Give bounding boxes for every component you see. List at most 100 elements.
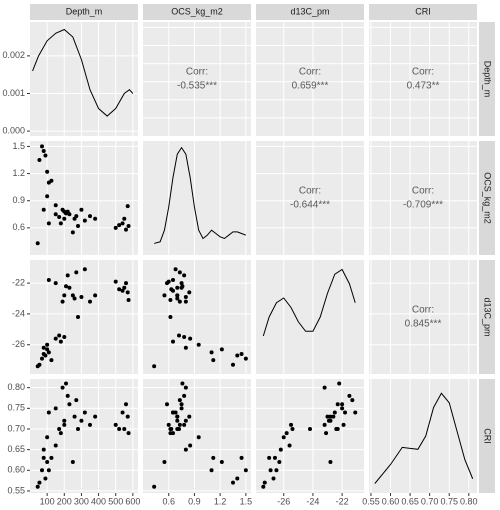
strip-label: d13C_pm [290, 6, 329, 16]
y-tick-label: 0.000 [2, 125, 25, 135]
scatter-point [268, 468, 273, 473]
scatter-point [322, 422, 327, 427]
scatter-point [41, 207, 46, 212]
scatter-point [57, 215, 62, 219]
scatter-point [328, 460, 333, 465]
scatter-point [72, 414, 77, 419]
scatter-point [76, 315, 80, 319]
scatter-point [43, 153, 48, 158]
panel [369, 141, 477, 255]
scatter-point [211, 358, 216, 363]
scatter-point [120, 221, 125, 226]
scatter-point [290, 426, 295, 431]
scatter-point [125, 290, 130, 295]
strip-label: Depth_m [66, 6, 103, 16]
x-tick-label: 0.60 [382, 496, 400, 506]
x-tick-label: 0.6 [162, 496, 175, 506]
scatter-point [35, 241, 40, 246]
scatter-point [120, 410, 125, 415]
scatter-point [40, 468, 44, 473]
scatter-point [183, 447, 188, 452]
panel [369, 22, 477, 136]
y-tick-label: 0.002 [2, 50, 25, 60]
scatter-point [72, 296, 77, 301]
scatter-point [177, 333, 181, 338]
scatter-point [93, 414, 98, 419]
strip-top [30, 4, 138, 20]
scatter-point [340, 402, 345, 407]
scatter-point [74, 214, 79, 219]
scatter-point [126, 298, 131, 303]
scatter-point [62, 216, 67, 221]
scatter-point [308, 426, 312, 431]
corr-title: Corr: [299, 67, 321, 78]
y-tick-label: 0.6 [12, 222, 25, 232]
scatter-point [152, 484, 157, 489]
scatter-point [326, 418, 331, 423]
density-line [262, 268, 356, 337]
scatter-point [45, 460, 50, 465]
scatter-point [37, 480, 42, 485]
scatter-point [332, 410, 337, 415]
scatter-point [64, 211, 68, 216]
scatter-point [122, 426, 127, 431]
scatter-point [179, 281, 184, 286]
scatter-point [277, 460, 282, 465]
scatter-point [235, 353, 240, 358]
y-tick-label: 0.70 [7, 423, 25, 433]
panel [30, 141, 138, 255]
scatter-point [41, 148, 46, 153]
scatter-point [88, 422, 92, 427]
scatter-point [162, 460, 167, 465]
scatter-point [182, 273, 187, 278]
scatter-point [70, 293, 75, 298]
scatter-point [65, 273, 70, 278]
y-tick-label: 0.80 [7, 382, 25, 392]
strip-label: OCS_kg_m2 [171, 6, 223, 16]
scatter-point [40, 144, 44, 149]
scatter-point [79, 418, 84, 423]
scatter-point [180, 284, 185, 289]
scatter-point [126, 224, 131, 229]
scatter-point [219, 460, 224, 465]
scatter-point [171, 339, 175, 344]
scatter-point [58, 339, 63, 344]
scatter-point [188, 443, 193, 448]
scatter-point [337, 381, 342, 386]
y-tick-label: -22 [12, 277, 25, 287]
scatter-point [88, 214, 92, 219]
scatter-point [79, 294, 84, 299]
scatter-point [53, 336, 58, 341]
strip-top [369, 4, 477, 20]
scatter-point [43, 353, 48, 358]
scatter-point [46, 350, 51, 355]
scatter-point [289, 422, 294, 427]
scatter-point [183, 299, 188, 304]
scatter-point [46, 410, 51, 415]
corr-value: 0.659*** [292, 81, 329, 92]
strip-right [479, 141, 495, 255]
scatter-point [188, 336, 193, 341]
scatter-point [117, 426, 122, 431]
scatter-point [175, 285, 180, 290]
scatter-point [278, 447, 283, 452]
y-tick-label: -24 [12, 308, 25, 318]
scatter-point [67, 285, 72, 290]
scatter-point [76, 426, 80, 431]
scatter-point [70, 460, 75, 465]
scatter-point [239, 351, 244, 356]
x-tick-label: 0.80 [460, 496, 478, 506]
scatter-point [113, 279, 118, 284]
scatter-point [37, 362, 42, 367]
scatter-point [41, 455, 46, 460]
strip-top [143, 4, 251, 20]
scatter-point [165, 281, 169, 286]
scatter-point [62, 422, 67, 427]
scatter-point [37, 158, 42, 162]
scatter-point [182, 422, 187, 427]
scatter-point [196, 342, 201, 347]
scatter-point [113, 225, 118, 230]
scatter-point [117, 223, 122, 228]
scatter-point [180, 381, 185, 386]
